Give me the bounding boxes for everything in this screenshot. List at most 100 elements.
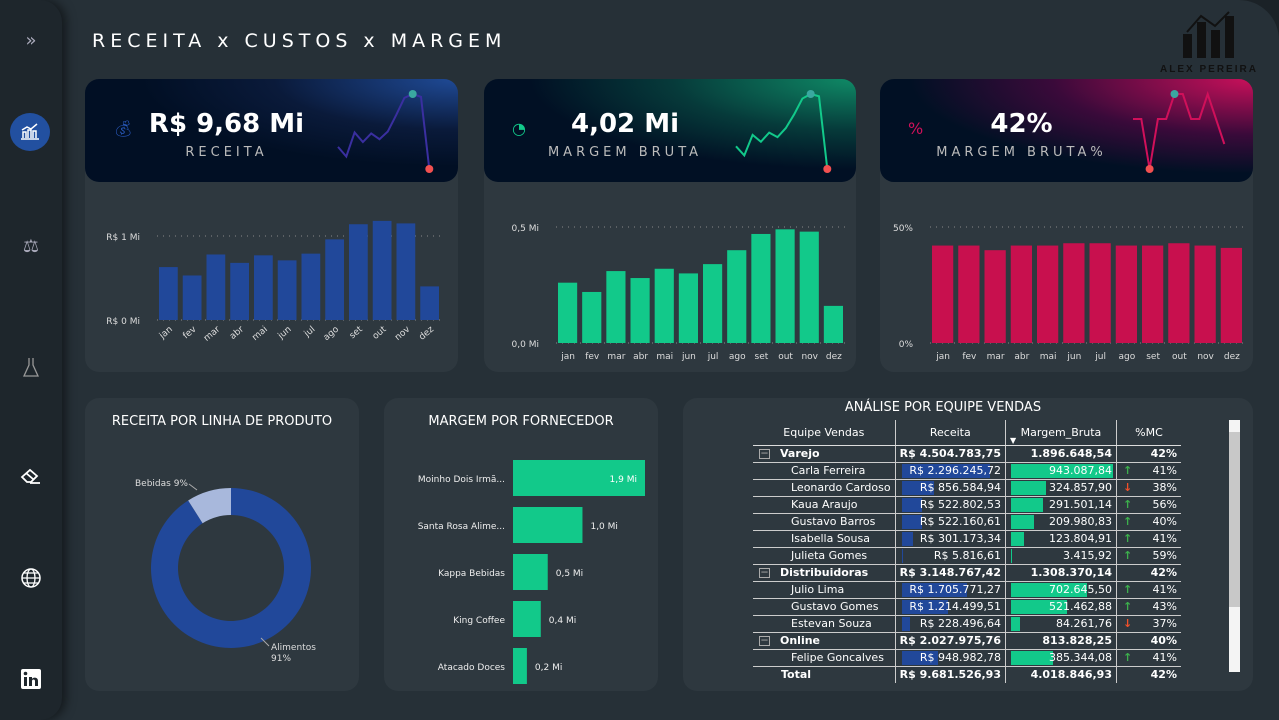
table-cell: ↑ 41% <box>1115 649 1181 667</box>
slice-label: Bebidas 9% <box>135 479 188 489</box>
sparkline-max-dot <box>408 90 417 98</box>
logo-text: ALEX PEREIRA <box>1160 64 1258 75</box>
table-cell: 521.462,88 <box>1004 598 1117 616</box>
table-row[interactable]: Kaua Araujo R$ 522.802,53 291.501,14 ↑ 56% <box>753 496 1181 514</box>
data-label: 1,0 Mi <box>590 522 617 532</box>
sparkline-max-dot <box>1170 90 1179 98</box>
table-row[interactable]: Julio Lima R$ 1.705.771,27 702.645,50 ↑ 41% <box>753 581 1181 599</box>
bar-dez <box>1220 247 1242 343</box>
bar-out <box>775 229 795 343</box>
table-cell: ↑ 43% <box>1115 598 1181 616</box>
column-header[interactable]: Receita <box>894 420 1006 446</box>
table-scrollbar[interactable] <box>1229 420 1240 672</box>
collapse-icon[interactable]: — <box>759 449 770 459</box>
receita-chart-card: R$ 0 Mi R$ 1 Mi jan fev mar abr mai jun jul ago se… <box>85 150 458 372</box>
x-tick-label: fev <box>585 352 600 362</box>
sparkline-min-dot <box>425 165 434 173</box>
table-cell: Leonardo Cardoso <box>753 479 896 497</box>
table-cell: ↑ 41% <box>1115 530 1181 548</box>
flask-icon[interactable] <box>10 353 52 381</box>
table-cell: 291.501,14 <box>1004 496 1117 514</box>
scale-icon[interactable]: ⚖ <box>22 235 40 257</box>
tick-label: 0% <box>899 340 914 350</box>
x-tick-label: abr <box>1014 352 1029 362</box>
column-header[interactable]: %MC <box>1115 420 1181 446</box>
x-tick-label: jan <box>935 352 950 362</box>
table-cell: 42% <box>1115 666 1181 683</box>
scrollbar-thumb[interactable] <box>1229 432 1240 607</box>
bar-abr <box>1010 245 1032 343</box>
globe-icon[interactable] <box>10 564 52 592</box>
arrow-up-icon: ↑ <box>1122 651 1133 664</box>
table-row[interactable]: Gustavo Gomes R$ 1.214.499,51 521.462,88 ↑ 4… <box>753 598 1181 616</box>
table-cell: 41% <box>1152 651 1177 664</box>
x-tick-label: jan <box>157 325 175 342</box>
table-cell: 1.308.370,14 <box>1004 564 1117 582</box>
table-row[interactable]: Isabella Sousa R$ 301.173,34 123.804,91 ↑ 41… <box>753 530 1181 548</box>
table-row[interactable]: Gustavo Barros R$ 522.160,61 209.980,83 ↑ 40… <box>753 513 1181 531</box>
table-cell: R$ 5.816,61 <box>894 547 1006 565</box>
eraser-icon[interactable] <box>10 462 52 490</box>
expand-icon[interactable]: » <box>25 29 37 51</box>
kpi-margem-pct: % 42% MARGEM BRUTA% <box>880 79 1253 182</box>
collapse-icon[interactable]: — <box>759 636 770 646</box>
x-tick-label: out <box>371 324 389 341</box>
column-header[interactable]: ▼ Margem_Bruta <box>1004 420 1117 446</box>
collapse-icon[interactable]: — <box>759 568 770 578</box>
table-row[interactable]: Julieta Gomes R$ 5.816,61 3.415,92 ↑ 59% <box>753 547 1181 565</box>
sparkline-min-dot <box>1145 165 1154 173</box>
x-tick-label: out <box>778 352 793 362</box>
chart-icon[interactable] <box>10 113 50 151</box>
table-title: ANÁLISE POR EQUIPE VENDAS <box>844 400 1042 415</box>
linkedin-icon[interactable] <box>10 665 52 693</box>
table-row[interactable]: Estevan Souza R$ 228.496,64 84.261,76 ↓ 37% <box>753 615 1181 633</box>
data-label: 1,9 Mi <box>610 475 637 485</box>
table-cell: — Distribuidoras <box>753 564 896 582</box>
column-header[interactable]: Equipe Vendas <box>753 420 896 446</box>
bar-jun <box>277 260 297 320</box>
slice-label: 91% <box>271 654 291 664</box>
sparkline-max-dot <box>806 90 815 98</box>
group-row[interactable]: — Distribuidoras R$ 3.148.767,42 1.308.370,… <box>753 564 1181 582</box>
table-row[interactable]: Leonardo Cardoso R$ 856.584,94 324.857,90 ↓… <box>753 479 1181 497</box>
category-label: Kappa Bebidas <box>438 569 505 579</box>
table-cell: ↑ 41% <box>1115 581 1181 599</box>
sparkline <box>337 90 434 173</box>
table-cell: 43% <box>1152 600 1177 613</box>
table-cell: 123.804,91 <box>1004 530 1117 548</box>
table-cell: R$ 2.027.975,76 <box>899 634 1001 647</box>
table-cell: R$ 2.296.245,72 <box>909 464 1001 477</box>
kpi-label: MARGEM BRUTA <box>547 145 703 160</box>
sparkline-line <box>1133 90 1226 170</box>
group-row[interactable]: — Online R$ 2.027.975,76 813.828,25 40% <box>753 632 1181 650</box>
x-tick-label: jun <box>681 352 696 362</box>
bar-2 <box>513 554 548 590</box>
table-cell: Carla Ferreira <box>753 462 896 480</box>
category-label: King Coffee <box>453 616 505 626</box>
group-row[interactable]: — Varejo R$ 4.504.783,75 1.896.648,54 42% <box>753 445 1181 463</box>
table-cell: R$ 3.148.767,42 <box>899 566 1001 579</box>
table-cell: R$ 856.584,94 <box>894 479 1006 497</box>
x-tick-label: set <box>1146 352 1160 362</box>
table-cell: R$ 301.173,34 <box>894 530 1006 548</box>
table-cell: 42% <box>1115 445 1181 463</box>
table-cell: R$ 2.296.245,72 <box>894 462 1006 480</box>
table-cell: 385.344,08 <box>1049 651 1112 664</box>
arrow-up-icon: ↑ <box>1122 600 1133 613</box>
bar-set <box>1142 245 1164 343</box>
x-tick-label: set <box>348 324 365 341</box>
table-cell: R$ 1.705.771,27 <box>909 583 1001 596</box>
table-cell: 385.344,08 <box>1004 649 1117 667</box>
bar-3 <box>513 601 541 637</box>
table-row[interactable]: Carla Ferreira R$ 2.296.245,72 943.087,84 ↑… <box>753 462 1181 480</box>
table-cell: R$ 301.173,34 <box>919 532 1001 545</box>
table-cell: 3.415,92 <box>1004 547 1117 565</box>
arrow-up-icon: ↑ <box>1122 498 1133 511</box>
bar-jul <box>301 253 321 320</box>
table-cell: R$ 522.160,61 <box>894 513 1006 531</box>
arrow-up-icon: ↑ <box>1122 549 1133 562</box>
table-cell: 41% <box>1152 532 1177 545</box>
bar-ago <box>1115 245 1137 343</box>
table-cell: R$ 948.982,78 <box>894 649 1006 667</box>
table-row[interactable]: Felipe Goncalves R$ 948.982,78 385.344,08 ↑… <box>753 649 1181 667</box>
